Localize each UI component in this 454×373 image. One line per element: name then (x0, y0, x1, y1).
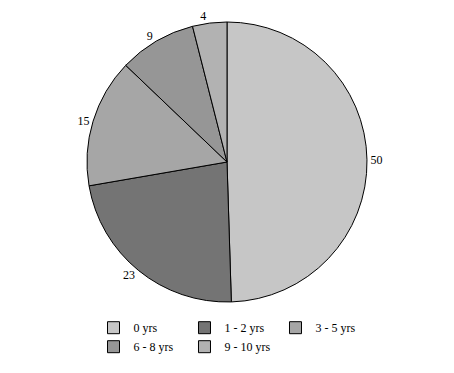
svg-text:6 - 8 yrs: 6 - 8 yrs (134, 340, 174, 354)
svg-text:23: 23 (123, 268, 135, 282)
svg-text:4: 4 (200, 9, 206, 23)
svg-text:1 - 2 yrs: 1 - 2 yrs (224, 321, 264, 335)
svg-text:3 - 5 yrs: 3 - 5 yrs (315, 321, 355, 335)
svg-text:9 - 10 yrs: 9 - 10 yrs (224, 340, 270, 354)
svg-text:15: 15 (78, 114, 90, 128)
svg-text:9: 9 (147, 29, 153, 43)
svg-text:50: 50 (370, 153, 382, 167)
svg-text:0 yrs: 0 yrs (134, 321, 158, 335)
